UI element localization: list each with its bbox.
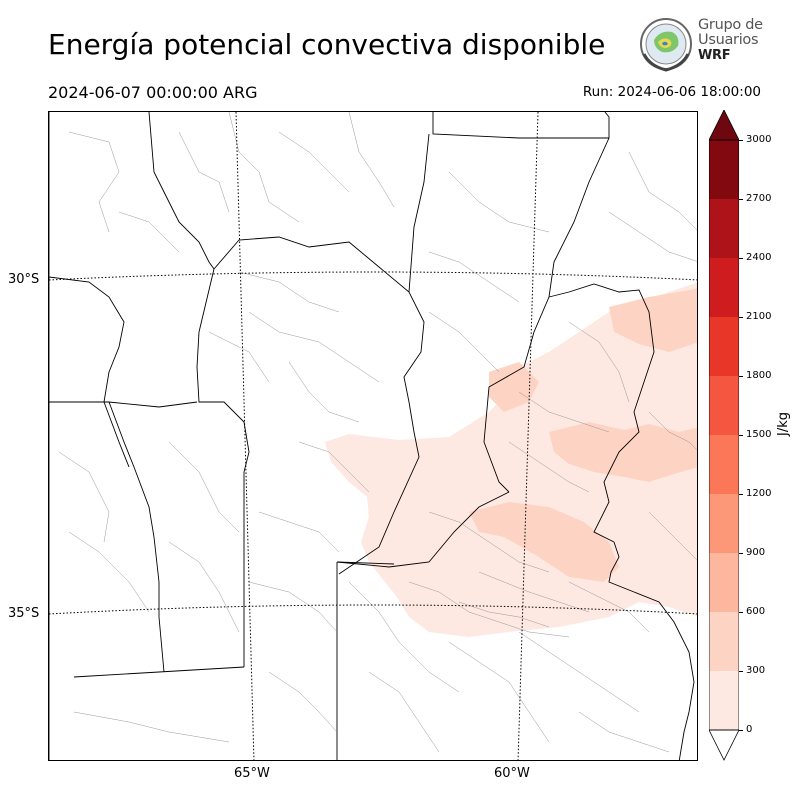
colorbar-tick-mark: [739, 671, 743, 672]
cape-area-mid-east: [549, 422, 697, 482]
colorbar-band: [709, 671, 739, 730]
colorbar-extend-top: [709, 110, 739, 141]
colorbar-tick-label: 1200: [746, 488, 772, 499]
map-svg: [49, 112, 697, 760]
graticule: [49, 112, 697, 760]
run-time: Run: 2024-06-06 18:00:00: [582, 84, 761, 100]
colorbar-tick-mark: [739, 199, 743, 200]
lon-label-60w: 60°W: [494, 766, 530, 781]
colorbar-tick-mark: [739, 317, 743, 318]
cape-area-mid-north: [489, 362, 539, 412]
colorbar-band: [709, 140, 739, 199]
colorbar-tick-label: 3000: [746, 134, 772, 145]
colorbar-tick-mark: [739, 730, 743, 731]
colorbar-extend-bottom: [709, 729, 739, 761]
colorbar-tick-mark: [739, 258, 743, 259]
colorbar-tick-label: 1500: [746, 429, 772, 440]
province-borders: [49, 112, 695, 760]
colorbar-band: [709, 258, 739, 317]
colorbar-tick-mark: [739, 435, 743, 436]
colorbar-tick-label: 2400: [746, 252, 772, 263]
logo-line1: Grupo de: [698, 17, 763, 33]
colorbar-tick-label: 2700: [746, 193, 772, 204]
colorbar-tick-label: 300: [746, 665, 766, 676]
colorbar-tick-mark: [739, 140, 743, 141]
lon-label-65w: 65°W: [234, 766, 270, 781]
colorbar-band: [709, 612, 739, 671]
colorbar-tick-label: 600: [746, 606, 766, 617]
chart-title: Energía potencial convectiva disponible: [48, 28, 606, 61]
colorbar-band: [709, 317, 739, 376]
colorbar-tick-label: 900: [746, 547, 766, 558]
colorbar-tick-mark: [739, 553, 743, 554]
colorbar-tick-label: 2100: [746, 311, 772, 322]
wrf-logo: Grupo de Usuarios WRF: [638, 16, 768, 72]
colorbar-band: [709, 494, 739, 553]
lat-label-30s: 30°S: [8, 272, 40, 287]
colorbar: [709, 110, 739, 761]
map-panel: [48, 111, 698, 761]
colorbar-band: [709, 376, 739, 435]
colorbar-band: [709, 553, 739, 612]
colorbar-band: [709, 199, 739, 258]
colorbar-tick-label: 0: [746, 724, 753, 735]
colorbar-frame: [709, 139, 739, 731]
cape-area-mid-ne: [609, 288, 697, 352]
valid-time: 2024-06-07 00:00:00 ARG: [48, 83, 258, 102]
lat-label-35s: 35°S: [8, 606, 40, 621]
colorbar-unit: J/kg: [776, 412, 791, 436]
colorbar-tick-label: 1800: [746, 370, 772, 381]
logo-line3: WRF: [698, 48, 731, 63]
colorbar-bands: [709, 140, 739, 730]
colorbar-tick-mark: [739, 612, 743, 613]
colorbar-band: [709, 435, 739, 494]
department-borders: [58, 112, 697, 753]
logo-line2: Usuarios: [698, 32, 759, 48]
globe-icon: [640, 18, 692, 72]
cape-area-mid: [469, 502, 619, 582]
colorbar-tick-mark: [739, 376, 743, 377]
colorbar-tick-mark: [739, 494, 743, 495]
